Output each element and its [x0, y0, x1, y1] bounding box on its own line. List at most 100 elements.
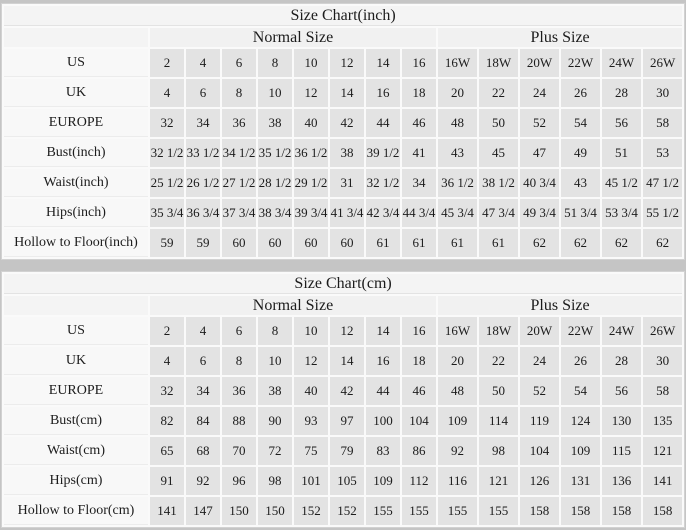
size-value-cell: 42: [330, 377, 364, 405]
size-value-cell: 34: [186, 377, 220, 405]
size-value-cell: 62: [561, 229, 600, 257]
size-value-cell: 34: [402, 169, 436, 197]
size-value-cell: 49 3/4: [520, 199, 559, 227]
size-value-cell: 92: [186, 467, 220, 495]
row-label: UK: [4, 79, 148, 107]
size-value-cell: 130: [602, 407, 641, 435]
size-value-cell: 44 3/4: [402, 199, 436, 227]
row-label: UK: [4, 347, 148, 375]
size-value-cell: 59: [150, 229, 184, 257]
size-value-cell: 10: [258, 79, 292, 107]
table-row: Bust(cm) 82 84 88 90 93 97 100 104 109 114 119 124 13…: [4, 407, 683, 435]
size-value-cell: 36 1/2: [438, 169, 477, 197]
size-value-cell: 26 1/2: [186, 169, 220, 197]
size-value-cell: 49: [561, 139, 600, 167]
row-label: Hollow to Floor(cm): [4, 497, 148, 525]
size-value-cell: 53: [643, 139, 683, 167]
size-value-cell: 20: [438, 79, 477, 107]
size-value-cell: 22W: [561, 317, 600, 345]
size-value-cell: 14: [366, 49, 400, 77]
size-value-cell: 37 3/4: [222, 199, 256, 227]
size-value-cell: 42: [330, 109, 364, 137]
size-value-cell: 20W: [520, 317, 559, 345]
size-value-cell: 39 1/2: [366, 139, 400, 167]
size-value-cell: 12: [294, 347, 328, 375]
size-value-cell: 60: [294, 229, 328, 257]
title-row: Size Chart(inch): [4, 6, 683, 26]
group-header-row: Normal Size Plus Size: [4, 28, 683, 47]
table-row: Hollow to Floor(cm) 141 147 150 150 152 152 155…: [4, 497, 683, 525]
size-value-cell: 124: [561, 407, 600, 435]
size-value-cell: 96: [222, 467, 256, 495]
size-value-cell: 26W: [643, 317, 683, 345]
corner-cell: [4, 28, 148, 47]
table-row: EUROPE 32 34 36 38 40 42 44 46 48 50 52 54 56 58: [4, 109, 683, 137]
size-value-cell: 65: [150, 437, 184, 465]
row-label: Hollow to Floor(inch): [4, 229, 148, 257]
size-value-cell: 30: [643, 79, 683, 107]
size-value-cell: 38: [258, 377, 292, 405]
size-value-cell: 41 3/4: [330, 199, 364, 227]
size-value-cell: 119: [520, 407, 559, 435]
size-value-cell: 16: [366, 79, 400, 107]
size-value-cell: 48: [438, 377, 477, 405]
size-value-cell: 155: [479, 497, 518, 525]
size-value-cell: 58: [643, 377, 683, 405]
size-value-cell: 35 1/2: [258, 139, 292, 167]
size-value-cell: 34: [186, 109, 220, 137]
group-header-row: Normal Size Plus Size: [4, 296, 683, 315]
size-value-cell: 46: [402, 377, 436, 405]
size-value-cell: 54: [561, 109, 600, 137]
row-label: US: [4, 317, 148, 345]
size-value-cell: 152: [294, 497, 328, 525]
table-row: US 2 4 6 8 10 12 14 16 16W 18W 20W 22W 24W 26W: [4, 317, 683, 345]
size-value-cell: 155: [366, 497, 400, 525]
size-value-cell: 109: [561, 437, 600, 465]
size-chart-cm: Size Chart(cm) Normal Size Plus Size US 2…: [0, 271, 686, 528]
size-value-cell: 60: [222, 229, 256, 257]
group-header-normal-size: Normal Size: [150, 296, 436, 315]
size-value-cell: 62: [643, 229, 683, 257]
size-value-cell: 34 1/2: [222, 139, 256, 167]
size-value-cell: 35 3/4: [150, 199, 184, 227]
table-row: UK 4 6 8 10 12 14 16 18 20 22 24 26 28 30: [4, 79, 683, 107]
size-value-cell: 62: [520, 229, 559, 257]
row-label: Bust(inch): [4, 139, 148, 167]
size-chart-inch-table: Size Chart(inch) Normal Size Plus Size U…: [0, 3, 686, 260]
size-value-cell: 109: [438, 407, 477, 435]
size-value-cell: 45 3/4: [438, 199, 477, 227]
size-value-cell: 141: [643, 467, 683, 495]
size-value-cell: 24: [520, 347, 559, 375]
size-value-cell: 16W: [438, 49, 477, 77]
size-value-cell: 18: [402, 79, 436, 107]
size-value-cell: 50: [479, 377, 518, 405]
size-value-cell: 40: [294, 377, 328, 405]
size-value-cell: 131: [561, 467, 600, 495]
size-value-cell: 20: [438, 347, 477, 375]
size-value-cell: 56: [602, 377, 641, 405]
size-value-cell: 27 1/2: [222, 169, 256, 197]
size-value-cell: 62: [602, 229, 641, 257]
size-value-cell: 55 1/2: [643, 199, 683, 227]
size-value-cell: 43: [438, 139, 477, 167]
size-value-cell: 61: [402, 229, 436, 257]
size-value-cell: 97: [330, 407, 364, 435]
size-value-cell: 68: [186, 437, 220, 465]
size-value-cell: 83: [366, 437, 400, 465]
row-label: Hips(inch): [4, 199, 148, 227]
size-value-cell: 158: [643, 497, 683, 525]
size-value-cell: 10: [294, 49, 328, 77]
size-value-cell: 39 3/4: [294, 199, 328, 227]
size-value-cell: 79: [330, 437, 364, 465]
size-value-cell: 92: [438, 437, 477, 465]
size-chart-inch: Size Chart(inch) Normal Size Plus Size U…: [0, 3, 686, 260]
size-value-cell: 40: [294, 109, 328, 137]
size-value-cell: 14: [330, 79, 364, 107]
size-value-cell: 70: [222, 437, 256, 465]
size-value-cell: 90: [258, 407, 292, 435]
row-label: Hips(cm): [4, 467, 148, 495]
size-value-cell: 51: [602, 139, 641, 167]
size-value-cell: 18W: [479, 49, 518, 77]
size-value-cell: 104: [402, 407, 436, 435]
size-value-cell: 12: [330, 49, 364, 77]
